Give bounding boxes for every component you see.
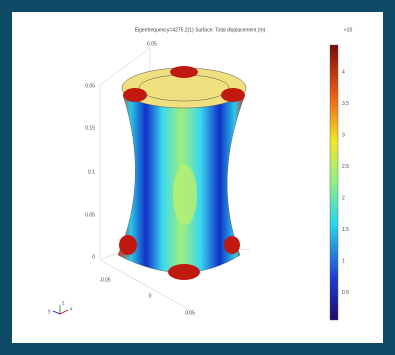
colorbar-label: 0.5 [342, 290, 349, 296]
axis-label: 0.15 [85, 125, 95, 131]
axis-label: 0 [149, 293, 152, 299]
hotspot [168, 264, 200, 280]
colorbar-label: 3 [342, 132, 345, 138]
hotspot [119, 235, 137, 255]
triad-label: z [62, 300, 65, 306]
axis-triad [52, 305, 69, 315]
hotspot [123, 88, 147, 102]
colorbar-label: 1 [342, 258, 345, 264]
colorbar-label: 2.5 [342, 164, 349, 170]
mid-region [173, 165, 197, 225]
colorbar-label: 2 [342, 195, 345, 201]
left-axis: 0.05 0.15 0.1 0.05 0 [85, 83, 95, 260]
bottom-axis: -0.05 0 0.05 [99, 277, 195, 316]
axis-label: 0.05 [85, 83, 95, 89]
axis-label: 0.05 [147, 41, 157, 47]
colorbar-label: 3.5 [342, 101, 349, 107]
axis-label: 0.05 [185, 310, 195, 316]
colorbar-unit: ×10 [344, 27, 353, 33]
colorbar-label: 4 [342, 69, 345, 75]
triad-label: y [48, 308, 51, 314]
axis-label: 0 [92, 254, 95, 260]
hotspot [170, 66, 198, 78]
colorbar-labels: 4 3.5 3 2.5 2 1.5 1 0.5 [342, 69, 349, 296]
colorbar-label: 1.5 [342, 227, 349, 233]
hotspot [221, 88, 245, 102]
triad-label: x [70, 306, 73, 312]
hotspot [224, 236, 240, 254]
axis-label: -0.05 [99, 277, 111, 283]
colorbar [329, 44, 339, 321]
axis-label: 0.1 [88, 169, 95, 175]
plot-title: Eigenfrequency=4275.2(1) Surface: Total … [135, 27, 266, 33]
axis-label: 0.05 [85, 212, 95, 218]
